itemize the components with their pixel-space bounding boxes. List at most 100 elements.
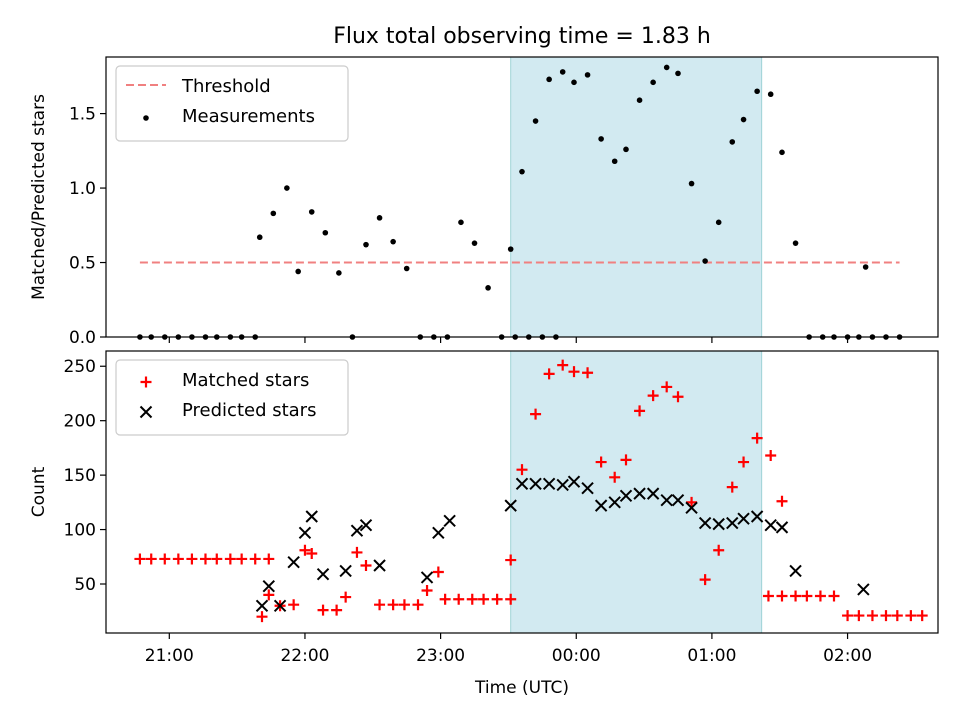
data-point [298,526,312,540]
data-point [322,229,329,236]
data-point [686,496,698,508]
data-point [672,391,684,403]
data-point [594,499,608,512]
data-point [186,553,198,565]
data-point [432,526,445,540]
data-point [726,516,739,530]
x-tick-label: 21:00 [145,646,194,666]
data-point [776,495,788,507]
data-point [568,366,580,378]
data-point [273,599,287,612]
axes-frame [105,350,939,634]
data-point [713,544,725,556]
data-point [529,477,542,491]
data-point [636,97,643,103]
data-point [740,116,747,123]
x-tick-label: 23:00 [416,646,465,666]
legend-box [115,359,349,436]
data-point [750,510,764,523]
data-point [609,471,621,483]
data-point [211,553,223,565]
data-point [814,590,826,602]
y-tick-label: 50 [74,575,96,595]
data-point [373,559,386,572]
data-point [792,240,799,246]
data-point [546,76,552,83]
data-point [866,610,878,622]
data-point [287,556,300,569]
data-point [263,553,275,565]
data-point [374,599,386,611]
data-point [519,168,525,175]
data-point [504,499,517,512]
highlight-span [510,56,763,338]
data-point [256,234,263,241]
data-point [317,604,329,616]
data-point [172,553,184,565]
legend-box [115,65,349,142]
x-tick-label: 02:00 [823,646,872,666]
data-point [308,209,315,215]
data-point [505,593,517,605]
data-point [779,149,785,156]
data-point [471,240,478,246]
data-point [532,118,539,124]
legend-marker [139,405,153,419]
data-point [842,610,854,622]
data-point [331,604,343,616]
data-point [633,487,646,500]
data-point [789,564,802,578]
legend-label: Matched stars [182,370,309,391]
data-point [256,611,268,623]
y-axis-label: Count [29,466,49,517]
legend-label: Threshold [181,76,271,97]
data-point [598,136,604,142]
data-point [685,501,698,514]
data-point [421,585,433,597]
legend-marker [140,376,152,388]
data-point [316,567,330,581]
data-point [776,590,788,602]
x-tick-label: 01:00 [687,646,736,666]
data-point [675,70,681,77]
data-point [390,238,396,245]
data-point [699,574,711,586]
data-point [715,219,722,226]
data-point [443,514,456,528]
y-tick-label: 1.0 [69,179,96,199]
data-point [712,517,725,531]
data-point [623,146,629,153]
data-point [376,215,383,221]
legend-label: Predicted stars [182,400,316,421]
data-point [466,593,478,605]
data-point [387,599,399,611]
x-tick-label: 22:00 [280,646,329,666]
data-point [581,481,594,495]
data-point [351,546,363,558]
data-point [634,405,646,417]
data-point [584,72,591,78]
data-point [145,553,157,565]
data-point [263,589,275,601]
data-point [453,593,465,605]
data-point [880,610,892,622]
data-point [255,599,269,612]
y-tick-label: 0.0 [69,328,96,348]
y-axis-label: Matched/Predicted stars [29,94,49,300]
data-point [582,367,594,379]
highlight-span [510,350,763,634]
data-point [270,210,277,217]
data-point [398,599,410,611]
data-point [646,487,660,500]
data-point [857,583,870,596]
data-point [249,553,261,565]
data-point [199,553,211,565]
data-point [432,566,444,578]
data-point [764,519,777,532]
data-point [801,590,813,602]
data-point [698,516,712,530]
data-point [336,270,342,276]
legend: Matched stars Predicted stars [115,359,349,436]
data-point [660,493,673,507]
